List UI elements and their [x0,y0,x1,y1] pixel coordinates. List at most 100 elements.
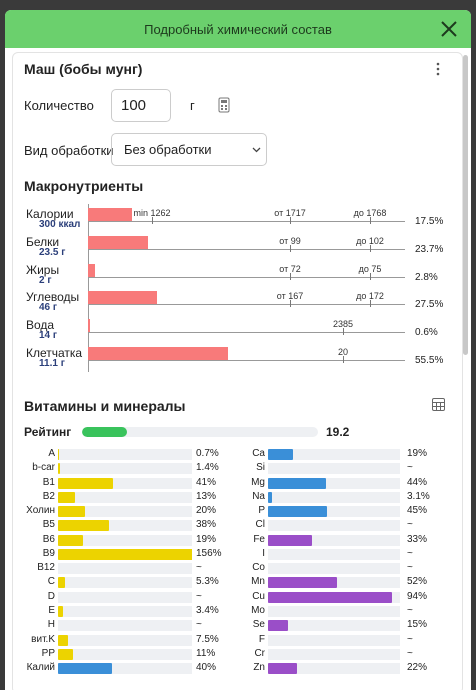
close-button[interactable] [441,21,457,37]
rating-track [82,427,318,437]
bar-track [58,463,192,475]
element-bar [268,620,288,632]
bar-track [58,591,192,603]
bar-track [268,591,400,603]
element-percent: ~ [407,519,413,531]
element-name: B9 [42,547,55,559]
nutrient-name: Клетчатка [26,346,83,360]
element-name: H [47,619,55,631]
element-name: D [47,590,55,602]
element-bar [58,605,63,617]
marker-tick [290,217,291,224]
processing-select[interactable]: Без обработки [111,133,267,166]
bar-track [58,506,192,518]
baseline [88,304,405,306]
marker-label: от 72 [279,263,301,274]
marker-tick [370,244,371,252]
nutrient-name: Углеводы [26,290,80,305]
marker-label: от 99 [279,235,301,246]
marker-tick [290,300,291,308]
element-name: Na [252,490,265,502]
menu-button[interactable] [435,62,441,78]
element-percent: ~ [196,590,202,602]
element-bar [268,534,312,546]
quantity-label: Количество [24,98,94,113]
element-percent: 156% [196,547,222,559]
element-percent: ~ [407,562,413,574]
bar-track [58,605,192,617]
element-bar [58,663,112,675]
marker-label: до 102 [356,235,384,246]
nutrient-percent: 23.7% [415,243,444,255]
element-name: B5 [42,519,55,531]
baseline [88,221,405,222]
bar-track [268,506,400,518]
quantity-value: 100 [121,97,147,114]
scrollbar[interactable] [463,55,468,355]
bar-track [268,491,400,503]
nutrient-percent: 17.5% [415,216,444,227]
nutrient-bar [88,235,148,249]
element-bar [58,491,76,503]
nutrient-percent: 27.5% [415,299,444,311]
nutrient-name: Калории [26,207,74,221]
element-percent: 1.4% [196,462,219,474]
element-percent: 7.5% [196,633,219,645]
element-bar [268,591,393,603]
element-bar [268,506,328,518]
element-percent: 0.7% [196,448,219,459]
calculator-icon[interactable] [218,97,230,113]
nutrient-name: Белки [26,234,60,249]
marker-label: 2385 [332,319,354,330]
element-percent: 3.1% [407,490,430,502]
marker-tick [343,328,344,336]
marker-tick [370,217,371,224]
marker-tick [343,356,344,363]
bar-track [268,648,400,660]
element-percent: 11% [196,647,216,659]
element-name: вит.K [31,633,55,645]
bar-track [58,620,192,632]
processing-label: Вид обработки [24,143,114,158]
element-bar [58,648,73,660]
bar-track [58,534,192,546]
element-name: Cu [252,590,265,602]
table-icon[interactable] [432,398,445,411]
element-name: B6 [42,533,55,545]
element-name: B1 [42,476,55,488]
element-bar [268,477,327,489]
marker-label: до 172 [356,291,384,302]
element-percent: ~ [407,647,413,659]
nutrient-name: Вода [26,318,55,333]
section-title: Макронутриенты [24,178,144,194]
card [12,52,463,690]
element-name: Se [252,619,265,631]
bar-track [58,648,192,660]
bar-track [268,548,400,560]
nutrient-amount: 46 г [39,302,58,314]
element-percent: 15% [407,619,428,631]
element-bar [58,463,60,475]
element-percent: 41% [196,476,217,488]
bar-track [58,563,192,575]
nutrient-amount: 14 г [39,330,58,342]
marker-tick [290,272,291,280]
quantity-input[interactable]: 100 [111,89,171,122]
element-percent: 20% [196,505,217,517]
element-percent: 33% [407,533,428,545]
nutrient-amount: 23.5 г [39,246,66,258]
modal-header: Подробный химический состав [5,10,471,48]
modal-title: Подробный химический состав [144,22,332,37]
bar-track [268,663,400,675]
element-name: Co [252,562,265,574]
element-bar [58,520,109,532]
bar-track [268,563,400,575]
element-bar [58,577,66,589]
element-percent: 52% [407,576,428,588]
bar-track [268,620,400,632]
element-name: E [48,604,55,616]
bar-track [58,663,192,675]
marker-tick [370,300,371,308]
element-name: Ca [252,448,265,459]
bar-track [58,477,192,489]
